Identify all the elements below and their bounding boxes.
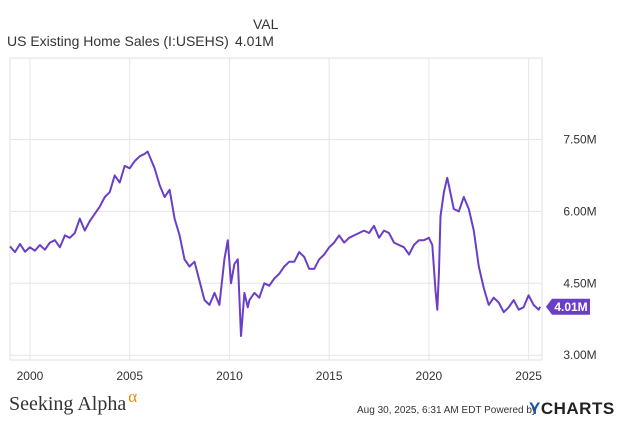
powered-by-label: Powered by bbox=[484, 405, 537, 416]
chart-legend-header: VAL US Existing Home Sales (I:USEHS) 4.0… bbox=[0, 0, 635, 52]
y-tick-label: 4.50M bbox=[563, 276, 596, 290]
plot-area-frame bbox=[9, 57, 543, 361]
last-value-badge: 4.01M bbox=[546, 298, 590, 315]
y-tick-label: 7.50M bbox=[563, 132, 596, 146]
timestamp: Aug 30, 2025, 6:31 AM EDT bbox=[357, 405, 482, 416]
logo-text: Seeking Alpha bbox=[9, 393, 127, 415]
timestamp-text: Aug 30, 2025, 6:31 AM EDT Powered by bbox=[357, 405, 537, 416]
x-tick-label: 2025 bbox=[515, 369, 542, 383]
alpha-icon: α bbox=[128, 387, 138, 406]
ycharts-y-icon: Y bbox=[529, 399, 541, 418]
value-column-header: VAL bbox=[253, 16, 279, 32]
line-chart: 2000 2005 2010 2015 2020 2025 3.00M 4.50M 6.00M… bbox=[9, 57, 597, 383]
series-line bbox=[9, 150, 542, 337]
ycharts-logo[interactable]: YCHARTS bbox=[529, 399, 615, 419]
y-tick-label: 6.00M bbox=[563, 204, 596, 218]
x-tick-label: 2015 bbox=[316, 369, 343, 383]
last-value-badge-label: 4.01M bbox=[554, 300, 587, 314]
x-tick-label: 2020 bbox=[416, 369, 443, 383]
x-tick-label: 2010 bbox=[216, 369, 243, 383]
series-latest-value: 4.01M bbox=[235, 33, 274, 49]
seeking-alpha-logo[interactable]: Seeking Alpha α bbox=[9, 387, 137, 416]
y-axis-ticks: 3.00M 4.50M 6.00M 7.50M bbox=[563, 132, 596, 362]
x-tick-label: 2005 bbox=[116, 369, 143, 383]
chart-footer: Seeking Alpha α Aug 30, 2025, 6:31 AM EDT… bbox=[0, 387, 635, 424]
series-name-label: US Existing Home Sales (I:USEHS) bbox=[7, 33, 229, 49]
ycharts-wordmark: CHARTS bbox=[540, 399, 615, 418]
y-tick-label: 3.00M bbox=[563, 348, 596, 362]
x-tick-label: 2000 bbox=[17, 369, 44, 383]
x-axis-ticks: 2000 2005 2010 2015 2020 2025 bbox=[17, 369, 543, 383]
series-layer bbox=[9, 150, 542, 337]
last-value-badge-shape bbox=[546, 298, 590, 315]
grid-lines bbox=[10, 58, 542, 360]
